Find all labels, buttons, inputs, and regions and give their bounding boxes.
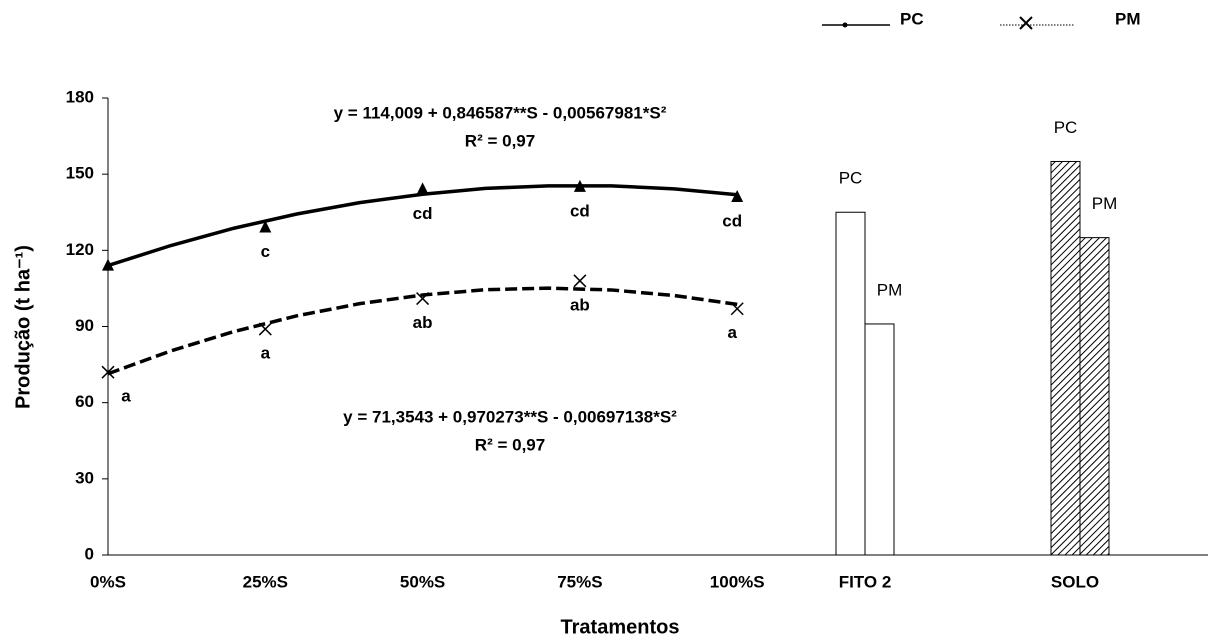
trend-line (107, 184, 738, 268)
point-marker (573, 274, 587, 288)
legend-label: PC (900, 9, 924, 28)
point-label: cd (570, 201, 590, 220)
point-label: cd (413, 204, 433, 223)
legend-marker (842, 22, 848, 28)
point-marker (730, 302, 744, 316)
bar (835, 211, 866, 556)
point-label: ab (413, 313, 433, 332)
x-tick-label: 25%S (243, 572, 288, 591)
y-tick-label: 180 (66, 87, 94, 106)
y-tick-label: 60 (75, 392, 94, 411)
y-tick-label: 90 (75, 316, 94, 335)
bar (864, 323, 895, 556)
r-squared: R² = 0,97 (465, 131, 535, 150)
legend-marker (1019, 16, 1033, 30)
point-label: cd (722, 212, 742, 231)
bar (1050, 160, 1081, 556)
y-tick-label: 150 (66, 164, 94, 183)
point-marker (573, 179, 586, 192)
point-marker (101, 365, 115, 379)
x-tick-label: SOLO (1051, 572, 1099, 591)
point-marker (102, 258, 114, 271)
equation: y = 71,3543 + 0,970273**S - 0,00697138*S… (343, 407, 677, 426)
x-tick-label: FITO 2 (839, 572, 892, 591)
point-marker (416, 182, 429, 195)
r-squared: R² = 0,97 (475, 435, 545, 454)
bar (1079, 237, 1110, 556)
equation: y = 114,009 + 0,846587**S - 0,00567981*S… (334, 103, 667, 122)
point-label: ab (570, 295, 590, 314)
legend-label: PM (1115, 9, 1141, 28)
x-tick-label: 0%S (90, 572, 126, 591)
point-label: a (121, 387, 131, 406)
y-tick-label: 120 (66, 240, 94, 259)
point-marker (259, 220, 272, 233)
bar-label: PC (839, 169, 863, 188)
point-marker (731, 190, 744, 203)
point-label: a (727, 323, 737, 342)
point-marker (416, 292, 430, 306)
x-tick-label: 75%S (557, 572, 602, 591)
y-tick-label: 0 (85, 544, 94, 563)
point-marker (258, 322, 272, 336)
x-tick-label: 100%S (710, 572, 765, 591)
point-label: a (261, 344, 271, 363)
bar-label: PC (1054, 118, 1078, 137)
bar-label: PM (877, 280, 903, 299)
y-tick-label: 30 (75, 468, 94, 487)
trend-line (107, 286, 738, 376)
x-tick-label: 50%S (400, 572, 445, 591)
bar-label: PM (1092, 194, 1118, 213)
x-axis-title: Tratamentos (561, 616, 680, 638)
y-axis-title: Produção (t ha⁻¹) (12, 245, 34, 409)
point-label: c (261, 242, 270, 261)
